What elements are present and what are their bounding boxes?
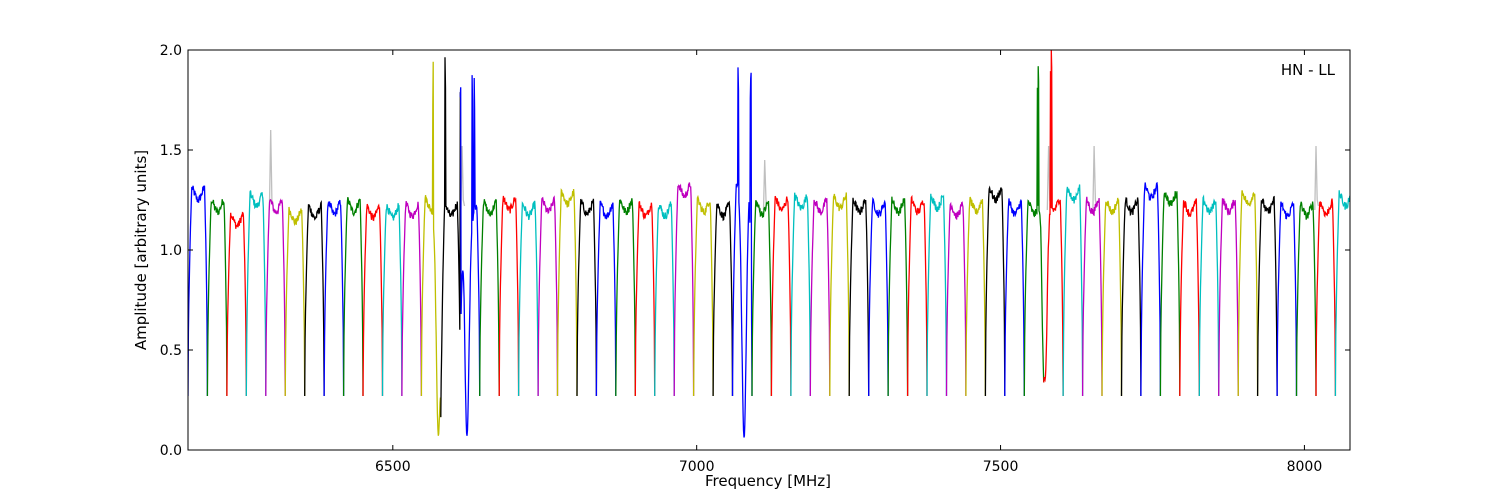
subband-series-line [420,61,442,436]
subband-series-line [517,200,539,397]
subband-series-line [1081,196,1103,397]
y-tick-label: 0.0 [160,443,182,459]
y-tick-label: 2.0 [160,43,182,59]
subband-series-line [751,200,773,397]
subband-series-line [615,198,636,397]
x-tick-label: 6500 [375,459,411,475]
series-layer [188,50,1350,438]
subband-series-line [304,199,325,397]
subband-series-line [965,196,987,397]
subband-series-line [1295,201,1317,397]
y-tick-label: 1.5 [160,143,182,159]
subband-series-line [848,197,870,397]
subband-series-line [401,200,423,397]
subband-series-line [829,192,850,397]
subband-series-line [1179,198,1200,397]
subband-series-line [731,67,753,438]
subband-series-line [712,200,734,397]
tick-layer: 6500 7000 7500 8000 0.0 0.5 1.0 1.5 2.0 [160,43,1350,475]
subband-series-line [440,57,461,418]
subband-series-line [1334,190,1350,397]
y-tick-label: 0.5 [160,343,182,359]
subband-series-line [206,199,228,397]
subband-series-line [1101,197,1123,397]
subband-series-line [1062,184,1084,397]
subband-series-line [692,194,714,397]
subband-series-line [790,192,811,397]
subband-series-line [1198,194,1220,397]
subband-series-line [945,201,967,397]
subband-series-line [654,201,675,397]
subband-series-line [537,195,559,397]
subband-series-line [1023,66,1045,397]
subband-series-line [673,182,695,397]
polarization-annotation: HN - LL [1281,61,1336,79]
subband-series-line [1276,200,1298,397]
subband-series-line [1256,195,1278,397]
subband-series-line [284,206,306,397]
subband-series-line [362,203,384,397]
subband-series-line [1159,191,1181,397]
subband-series-line [926,193,948,397]
subband-series-line [1120,197,1142,397]
subband-series-line [323,199,345,397]
subband-series-line [868,196,889,397]
subband-series-line [498,195,520,397]
subband-series-line [459,75,481,436]
x-tick-label: 7500 [983,459,1019,475]
x-axis-label: Frequency [MHz] [705,472,831,490]
subband-series-line [906,194,928,397]
subband-series-line [265,198,286,397]
subband-series-line [1218,198,1239,397]
subband-series-line [479,198,500,397]
y-tick-label: 1.0 [160,243,182,259]
subband-series-line [381,203,403,397]
subband-series-line [984,185,1006,397]
background-series-spike [1314,145,1320,211]
subband-series-line [1140,181,1162,397]
subband-series-line [770,195,792,397]
y-axis-label: Amplitude [arbitrary units] [132,150,150,350]
subband-series-line [576,198,598,397]
subband-series-line [1043,50,1064,397]
subband-series-line [556,188,578,397]
x-tick-label: 7000 [679,459,715,475]
x-tick-label: 8000 [1287,459,1323,475]
subband-series-line [226,211,247,397]
subband-series-line [595,200,617,397]
subband-series-line [1315,198,1337,397]
subband-series-line [809,197,831,397]
subband-series-line [887,196,909,397]
subband-series-line [188,185,209,397]
subband-series-line [634,201,656,397]
subband-series-line [342,197,364,397]
subband-series-line [245,190,267,397]
subband-series-line [1237,190,1259,397]
subband-series-line [1004,198,1025,397]
